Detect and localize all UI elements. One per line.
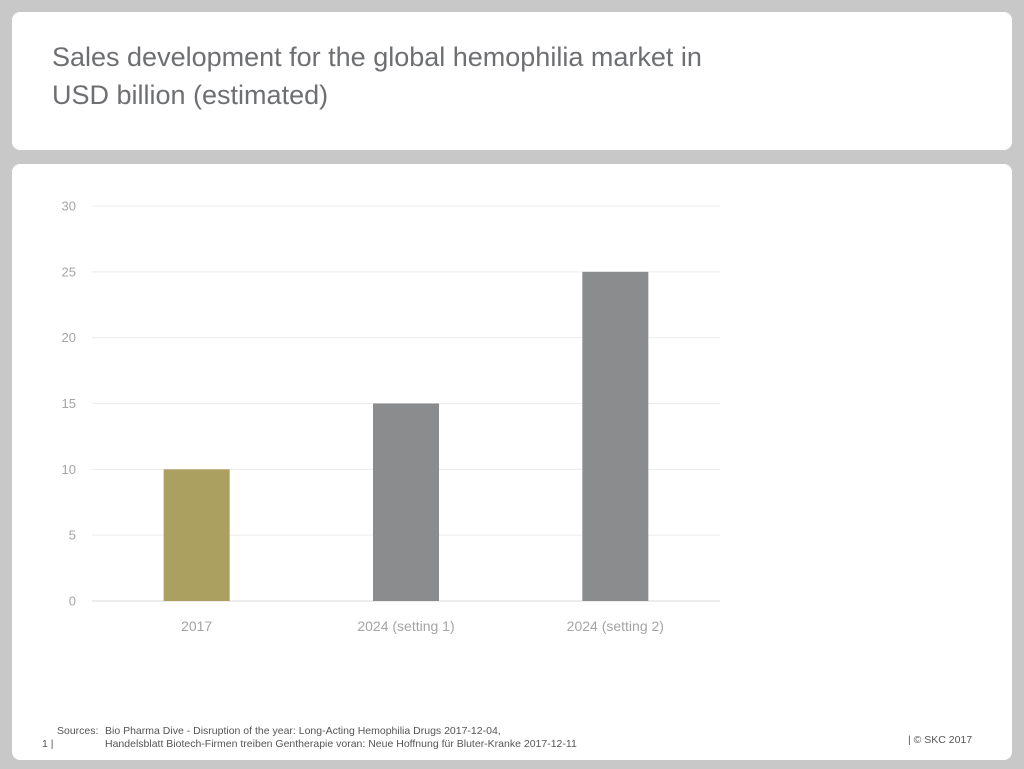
x-category-label: 2024 (setting 2) [567,618,664,634]
x-category-label: 2017 [181,618,212,634]
y-tick-label: 30 [62,199,76,214]
source-line-1: Bio Pharma Dive - Disruption of the year… [105,725,501,737]
y-tick-label: 5 [69,528,76,543]
y-tick-label: 25 [62,264,76,279]
y-tick-label: 15 [62,396,76,411]
x-category-label: 2024 (setting 1) [357,618,454,634]
page-number: 1 | [42,738,54,750]
page-title: Sales development for the global hemophi… [52,38,702,114]
source-line-2: Handelsblatt Biotech-Firmen treiben Gent… [105,738,577,750]
page-title-line-2: USD billion (estimated) [52,80,329,110]
bar-2 [373,403,439,601]
sources-list: Bio Pharma Dive - Disruption of the year… [105,725,577,751]
x-axis-labels: 2017 2024 (setting 1) 2024 (setting 2) [181,618,664,634]
y-tick-label: 10 [62,462,76,477]
title-panel: Sales development for the global hemophi… [12,12,1012,150]
bar-chart: 0 5 10 15 20 25 30 2017 2024 (setting 1) 2024 (s… [62,199,720,634]
y-tick-label: 20 [62,330,76,345]
y-tick-label: 0 [69,594,76,609]
sources-label: Sources: [57,725,99,737]
chart-panel: 0 5 10 15 20 25 30 2017 2024 (setting 1) 2024 (s… [12,164,1012,760]
copyright: | © SKC 2017 [908,734,973,746]
bar-1 [163,469,230,601]
bar-3 [582,271,649,601]
bars [163,271,649,601]
y-axis-ticks: 0 5 10 15 20 25 30 [62,199,76,609]
page-title-line-1: Sales development for the global hemophi… [52,42,702,72]
